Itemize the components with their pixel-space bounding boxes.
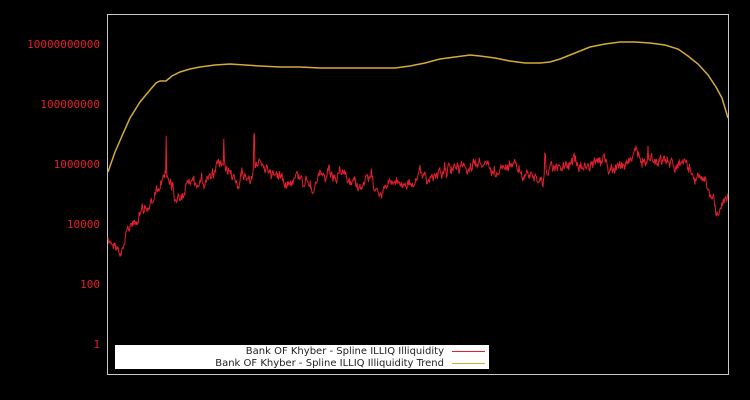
y-tick-label: 10000 [66, 218, 100, 231]
legend-item-trend: Bank OF Khyber - Spline ILLIQ Illiquidit… [215, 357, 485, 369]
legend-swatch-red [452, 350, 485, 352]
legend-label: Bank OF Khyber - Spline ILLIQ Illiquidit… [245, 345, 444, 357]
trend-series-line [107, 41, 729, 173]
y-tick-label: 100000000 [40, 98, 100, 111]
legend-label: Bank OF Khyber - Spline ILLIQ Illiquidit… [215, 357, 444, 369]
y-tick-label: 1000000 [53, 158, 100, 171]
chart-legend: Bank OF Khyber - Spline ILLIQ Illiquidit… [115, 345, 489, 369]
y-tick-label: 1 [93, 338, 100, 351]
plot-frame [107, 14, 729, 375]
y-tick-label: 100 [80, 278, 100, 291]
legend-item-illiquidity: Bank OF Khyber - Spline ILLIQ Illiquidit… [246, 345, 485, 357]
illiquidity-series-line [107, 133, 729, 257]
y-tick-label: 10000000000 [27, 38, 100, 51]
legend-swatch-gold [452, 362, 485, 364]
